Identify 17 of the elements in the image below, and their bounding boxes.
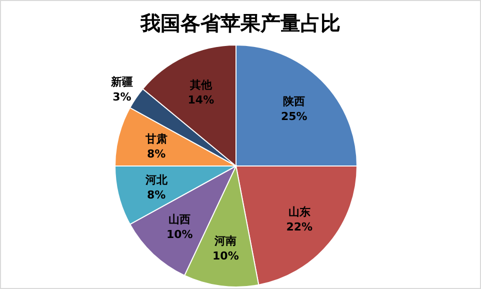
data-label: 8% [146, 188, 166, 202]
data-label: 10% [166, 228, 193, 241]
data-label: 10% [212, 250, 239, 263]
data-label: 3% [112, 90, 132, 104]
slice-label: 甘肃 [144, 132, 168, 146]
slice-label: 河北 [144, 173, 168, 186]
slice-label: 新疆 [110, 75, 133, 88]
data-label: 25% [281, 110, 308, 123]
slice-label: 陕西 [283, 94, 306, 108]
slice-label: 河南 [214, 234, 237, 248]
data-label: 8% [146, 148, 166, 161]
slice-label: 山西 [168, 212, 191, 226]
slice-label: 山东 [288, 205, 310, 218]
chart-title: 我国各省苹果产量占比 [140, 11, 340, 35]
data-label: 22% [286, 220, 313, 234]
data-label: 14% [188, 94, 214, 107]
slice-label: 其他 [188, 78, 213, 92]
